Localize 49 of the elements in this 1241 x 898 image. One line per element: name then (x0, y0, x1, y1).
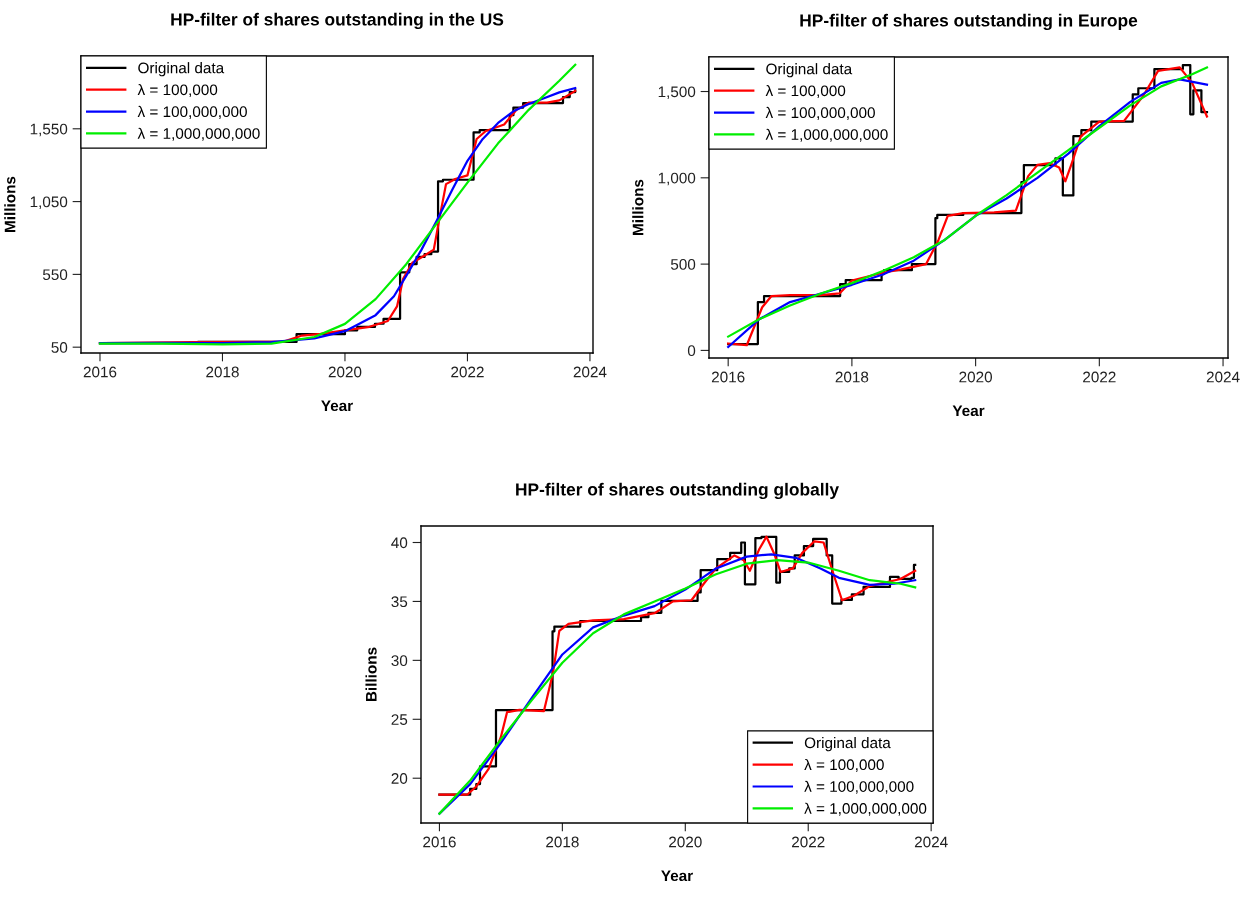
x-axis-title: Year (321, 400, 353, 412)
y-tick-label: 20 (391, 773, 408, 784)
legend-label: λ = 100,000,000 (804, 780, 914, 794)
legend-label: λ = 1,000,000,000 (137, 127, 260, 141)
x-tick-label: 2016 (711, 371, 745, 383)
y-axis-title: Billions (365, 647, 377, 702)
x-tick-label: 2022 (1083, 371, 1116, 383)
y-tick-label: 550 (42, 269, 68, 281)
x-tick-label: 2022 (451, 366, 484, 378)
y-tick-label: 25 (391, 714, 408, 725)
legend-label: λ = 100,000,000 (137, 105, 247, 119)
x-tick-label: 2024 (573, 366, 607, 378)
y-tick-label: 35 (391, 596, 408, 608)
legend-label: λ = 100,000,000 (765, 106, 875, 120)
y-tick-label: 50 (51, 342, 68, 353)
chart-title: HP-filter of shares outstanding in the US (171, 12, 504, 30)
y-tick-label: 1,050 (30, 196, 68, 210)
y-tick-label: 1,500 (658, 86, 696, 100)
legend-label: λ = 100,000 (765, 84, 846, 99)
x-tick-label: 2018 (546, 836, 579, 848)
x-tick-label: 2016 (423, 836, 456, 848)
y-tick-label: 0 (687, 345, 696, 357)
chart-title: HP-filter of shares outstanding globally (516, 482, 839, 500)
y-axis-title: Millions (632, 179, 644, 235)
legend-label: Original data (766, 63, 853, 78)
legend-label: λ = 1,000,000,000 (804, 802, 927, 816)
x-tick-label: 2022 (792, 836, 825, 848)
x-tick-label: 2016 (83, 366, 117, 378)
x-axis-title: Year (952, 405, 985, 417)
y-axis-title: Millions (4, 176, 16, 232)
legend-label: Original data (804, 737, 891, 752)
legend-label: Original data (138, 62, 225, 77)
legend-label: λ = 100,000 (137, 83, 218, 98)
x-tick-label: 2024 (914, 836, 948, 848)
x-tick-label: 2018 (835, 371, 869, 383)
y-tick-label: 500 (670, 258, 696, 270)
x-tick-label: 2024 (1206, 371, 1240, 383)
x-tick-label: 2020 (959, 371, 993, 383)
y-tick-label: 30 (391, 655, 408, 667)
chart-title: HP-filter of shares outstanding in Europe (800, 13, 1138, 31)
legend-label: λ = 1,000,000,000 (765, 128, 888, 142)
y-tick-label: 1,000 (658, 172, 696, 186)
x-tick-label: 2018 (206, 366, 239, 378)
y-tick-label: 1,550 (30, 123, 68, 137)
x-tick-label: 2020 (669, 836, 702, 848)
legend-label: λ = 100,000 (804, 758, 884, 772)
x-axis-title: Year (661, 870, 693, 882)
x-tick-label: 2020 (328, 366, 362, 378)
y-tick-label: 40 (391, 537, 408, 549)
